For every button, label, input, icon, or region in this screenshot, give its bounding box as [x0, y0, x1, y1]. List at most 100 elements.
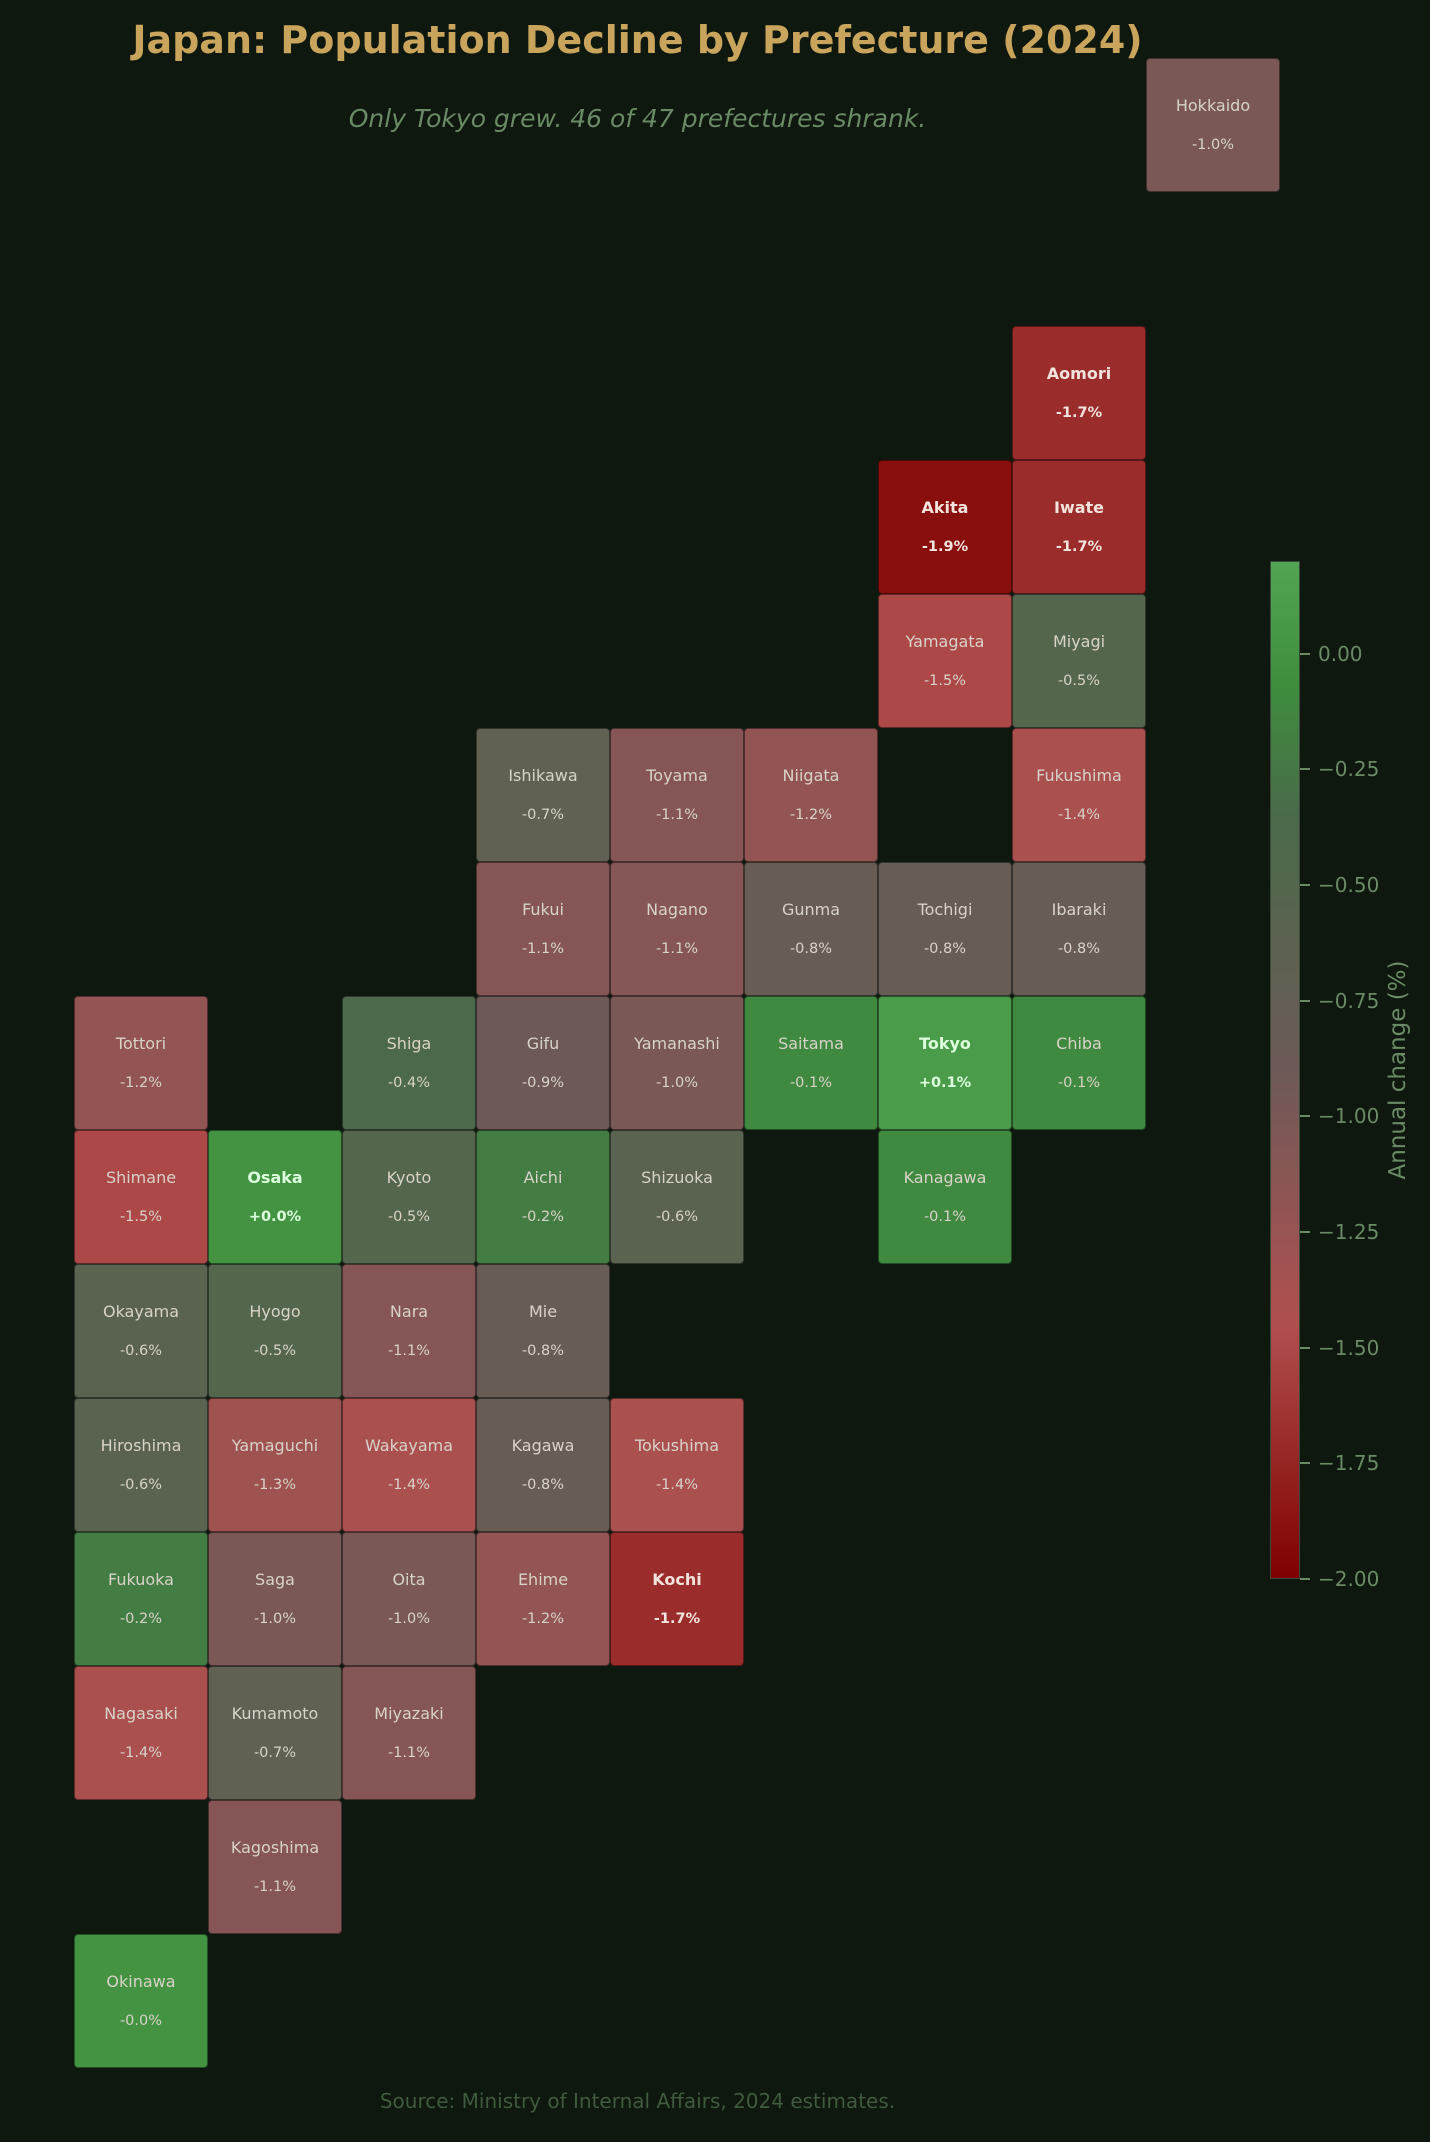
prefecture-tile-yamanashi: Yamanashi -1.0%: [610, 996, 744, 1130]
prefecture-value: -1.4%: [119, 1745, 163, 1761]
prefecture-name: Mie: [528, 1302, 558, 1321]
prefecture-value: -0.5%: [387, 1209, 431, 1225]
prefecture-value: +0.0%: [248, 1209, 302, 1225]
colorbar-tick-label: −0.75: [1318, 988, 1380, 1013]
prefecture-value: +0.1%: [918, 1075, 972, 1091]
prefecture-tile-shiga: Shiga -0.4%: [342, 996, 476, 1130]
prefecture-value: -0.6%: [119, 1477, 163, 1493]
colorbar-tick-label: −1.00: [1318, 1104, 1380, 1129]
prefecture-name: Saitama: [778, 1034, 844, 1053]
colorbar-tick-label: −2.00: [1318, 1567, 1380, 1591]
prefecture-name: Tokushima: [634, 1436, 720, 1455]
prefecture-tile-tokushima: Tokushima -1.4%: [610, 1398, 744, 1532]
colorbar-tick-label: 0.00: [1318, 641, 1363, 666]
prefecture-tile-kagoshima: Kagoshima -1.1%: [208, 1800, 342, 1934]
prefecture-tile-ehime: Ehime -1.2%: [476, 1532, 610, 1666]
prefecture-tile-shimane: Shimane -1.5%: [74, 1130, 208, 1264]
colorbar-tick: [1300, 1230, 1310, 1233]
prefecture-tile-ibaraki: Ibaraki -0.8%: [1012, 862, 1146, 996]
colorbar-tick-label: −1.50: [1318, 1335, 1380, 1360]
prefecture-tile-yamagata: Yamagata -1.5%: [878, 594, 1012, 728]
prefecture-value: -1.5%: [923, 673, 967, 689]
prefecture-tile-nagano: Nagano -1.1%: [610, 862, 744, 996]
prefecture-value: -1.3%: [253, 1477, 297, 1493]
prefecture-value: -1.7%: [653, 1611, 701, 1627]
prefecture-name: Chiba: [1056, 1034, 1102, 1053]
prefecture-value: -1.0%: [1191, 137, 1235, 153]
prefecture-name: Akita: [921, 498, 969, 517]
prefecture-name: Miyazaki: [374, 1704, 444, 1723]
prefecture-value: -1.2%: [119, 1075, 163, 1091]
prefecture-tile-gifu: Gifu -0.9%: [476, 996, 610, 1130]
prefecture-name: Shiga: [386, 1034, 432, 1053]
prefecture-tile-niigata: Niigata -1.2%: [744, 728, 878, 862]
prefecture-tile-shizuoka: Shizuoka -0.6%: [610, 1130, 744, 1264]
prefecture-value: -1.7%: [1055, 405, 1103, 421]
prefecture-name: Kagoshima: [230, 1838, 320, 1857]
prefecture-tile-tochigi: Tochigi -0.8%: [878, 862, 1012, 996]
prefecture-name: Ehime: [517, 1570, 569, 1589]
prefecture-value: -1.1%: [253, 1879, 297, 1895]
prefecture-name: Yamagata: [905, 632, 985, 651]
prefecture-name: Gifu: [526, 1034, 560, 1053]
prefecture-value: -1.1%: [655, 807, 699, 823]
prefecture-value: -1.7%: [1055, 539, 1103, 555]
prefecture-name: Fukui: [522, 900, 564, 919]
prefecture-name: Niigata: [782, 766, 840, 785]
prefecture-tile-nara: Nara -1.1%: [342, 1264, 476, 1398]
prefecture-tile-tottori: Tottori -1.2%: [74, 996, 208, 1130]
prefecture-value: -1.1%: [521, 941, 565, 957]
colorbar-tick: [1300, 768, 1310, 771]
prefecture-value: -1.5%: [119, 1209, 163, 1225]
prefecture-tile-miyagi: Miyagi -0.5%: [1012, 594, 1146, 728]
prefecture-value: -0.2%: [521, 1209, 565, 1225]
prefecture-value: -0.5%: [253, 1343, 297, 1359]
prefecture-value: -0.1%: [789, 1075, 833, 1091]
prefecture-tile-mie: Mie -0.8%: [476, 1264, 610, 1398]
prefecture-name: Hyogo: [249, 1302, 301, 1321]
prefecture-tile-saga: Saga -1.0%: [208, 1532, 342, 1666]
prefecture-value: -0.6%: [119, 1343, 163, 1359]
prefecture-tile-osaka: Osaka +0.0%: [208, 1130, 342, 1264]
prefecture-tile-nagasaki: Nagasaki -1.4%: [74, 1666, 208, 1800]
colorbar: [1270, 561, 1300, 1579]
prefecture-value: -0.4%: [387, 1075, 431, 1091]
source-note: Source: Ministry of Internal Affairs, 20…: [379, 2089, 896, 2113]
prefecture-name: Fukuoka: [108, 1570, 174, 1589]
prefecture-value: -0.7%: [521, 807, 565, 823]
prefecture-value: -0.9%: [521, 1075, 565, 1091]
prefecture-name: Tokyo: [919, 1034, 971, 1053]
prefecture-tile-kanagawa: Kanagawa -0.1%: [878, 1130, 1012, 1264]
colorbar-tick: [1300, 652, 1310, 655]
prefecture-name: Tottori: [115, 1034, 167, 1053]
prefecture-name: Nagano: [646, 900, 708, 919]
prefecture-name: Shizuoka: [641, 1168, 713, 1187]
prefecture-tile-kagawa: Kagawa -0.8%: [476, 1398, 610, 1532]
prefecture-value: -1.1%: [387, 1745, 431, 1761]
prefecture-name: Hokkaido: [1175, 96, 1251, 115]
prefecture-value: -1.2%: [789, 807, 833, 823]
prefecture-value: -0.0%: [119, 2013, 163, 2029]
prefecture-value: -0.1%: [1057, 1075, 1101, 1091]
prefecture-name: Aomori: [1046, 364, 1112, 383]
prefecture-tile-fukuoka: Fukuoka -0.2%: [74, 1532, 208, 1666]
prefecture-value: -0.8%: [789, 941, 833, 957]
prefecture-value: -0.1%: [923, 1209, 967, 1225]
chart-title: Japan: Population Decline by Prefecture …: [132, 18, 1143, 62]
prefecture-value: -1.1%: [655, 941, 699, 957]
prefecture-name: Kumamoto: [231, 1704, 319, 1723]
prefecture-tile-toyama: Toyama -1.1%: [610, 728, 744, 862]
prefecture-name: Wakayama: [364, 1436, 454, 1455]
prefecture-name: Aichi: [523, 1168, 563, 1187]
prefecture-name: Yamaguchi: [231, 1436, 319, 1455]
prefecture-tile-fukushima: Fukushima -1.4%: [1012, 728, 1146, 862]
prefecture-tile-hokkaido: Hokkaido -1.0%: [1146, 58, 1280, 192]
prefecture-tile-iwate: Iwate -1.7%: [1012, 460, 1146, 594]
prefecture-name: Ishikawa: [508, 766, 578, 785]
prefecture-tile-wakayama: Wakayama -1.4%: [342, 1398, 476, 1532]
prefecture-name: Okayama: [102, 1302, 180, 1321]
chart-subtitle: Only Tokyo grew. 46 of 47 prefectures sh…: [348, 104, 927, 133]
prefecture-tile-chiba: Chiba -0.1%: [1012, 996, 1146, 1130]
prefecture-tile-aichi: Aichi -0.2%: [476, 1130, 610, 1264]
